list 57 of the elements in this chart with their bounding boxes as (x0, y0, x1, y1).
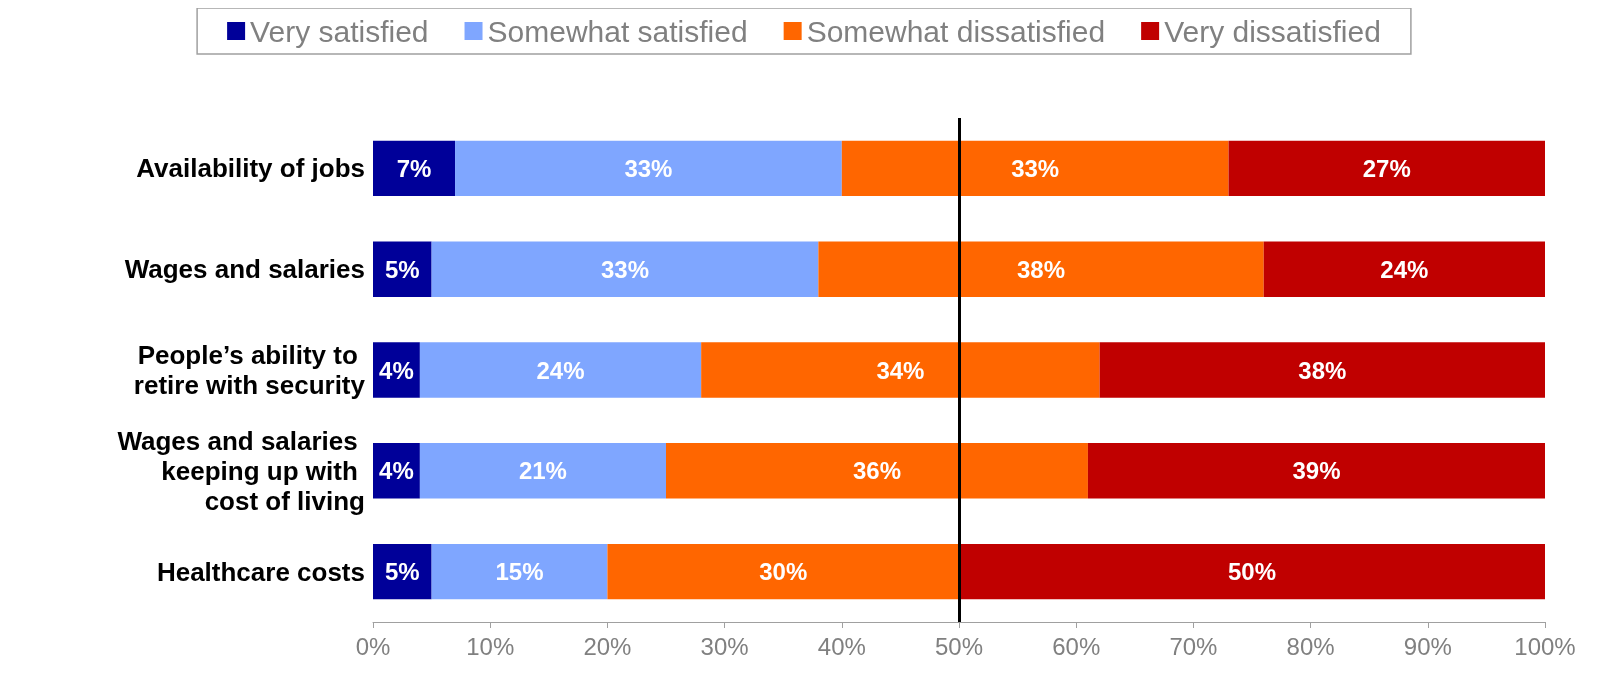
bar (959, 543, 1545, 600)
bar (841, 140, 1229, 197)
bar (666, 443, 1088, 499)
data-label: 5% (384, 558, 420, 586)
data-label: 7% (396, 154, 432, 182)
data-label: 30% (759, 558, 808, 586)
x-tick-label: 80% (1286, 632, 1335, 660)
data-label: 15% (495, 558, 544, 586)
y-tick-label: Wages and salaries (124, 254, 365, 285)
bar (1099, 342, 1545, 398)
x-tick-label: 10% (466, 632, 515, 660)
data-label: 4% (379, 457, 414, 485)
y-tick-label: People’s ability to retire with security (133, 340, 366, 400)
bar (1263, 241, 1545, 297)
x-tick-label: 100% (1514, 632, 1576, 660)
bar (607, 543, 959, 600)
data-label: 34% (876, 356, 925, 384)
y-tick-label: Availability of jobs (136, 153, 365, 184)
data-label: 5% (384, 255, 420, 283)
bar (373, 241, 432, 297)
x-tick-label: 70% (1169, 632, 1218, 660)
bar (701, 342, 1100, 398)
data-label: 50% (1227, 558, 1277, 586)
x-tick-label: 90% (1403, 632, 1452, 660)
data-label: 33% (1011, 154, 1060, 182)
data-label: 39% (1292, 457, 1341, 485)
x-tick-label: 60% (1052, 632, 1101, 660)
y-tick-label: Wages and salaries keeping up with cost of living (117, 425, 365, 516)
x-tick-label: 20% (583, 632, 632, 660)
bar (818, 241, 1264, 297)
data-label: 21% (518, 457, 567, 485)
legend-label: Very dissatisfied (1164, 14, 1381, 48)
bar (1228, 140, 1545, 197)
data-label: 38% (1017, 255, 1066, 283)
bar (419, 342, 702, 398)
data-label: 4% (379, 356, 414, 384)
bar (373, 140, 456, 197)
bar (431, 241, 819, 297)
data-label: 24% (536, 356, 585, 384)
bar (1087, 443, 1545, 499)
data-label: 27% (1362, 154, 1411, 182)
data-label: 33% (624, 154, 673, 182)
legend-label: Somewhat satisfied (487, 14, 748, 48)
x-tick-label: 40% (817, 632, 866, 660)
data-label: 24% (1380, 255, 1429, 283)
data-label: 33% (600, 255, 649, 283)
legend-label: Very satisfied (250, 14, 429, 48)
bar (431, 543, 608, 600)
x-tick-label: 30% (700, 632, 749, 660)
bar (455, 140, 842, 197)
bar (419, 443, 666, 499)
y-tick-label: Healthcare costs (156, 556, 365, 587)
x-tick-label: 50% (934, 632, 984, 660)
data-label: 36% (852, 457, 901, 485)
legend-label: Somewhat dissatisfied (806, 14, 1106, 48)
data-label: 38% (1298, 356, 1347, 384)
x-tick-label: 0% (355, 632, 391, 660)
